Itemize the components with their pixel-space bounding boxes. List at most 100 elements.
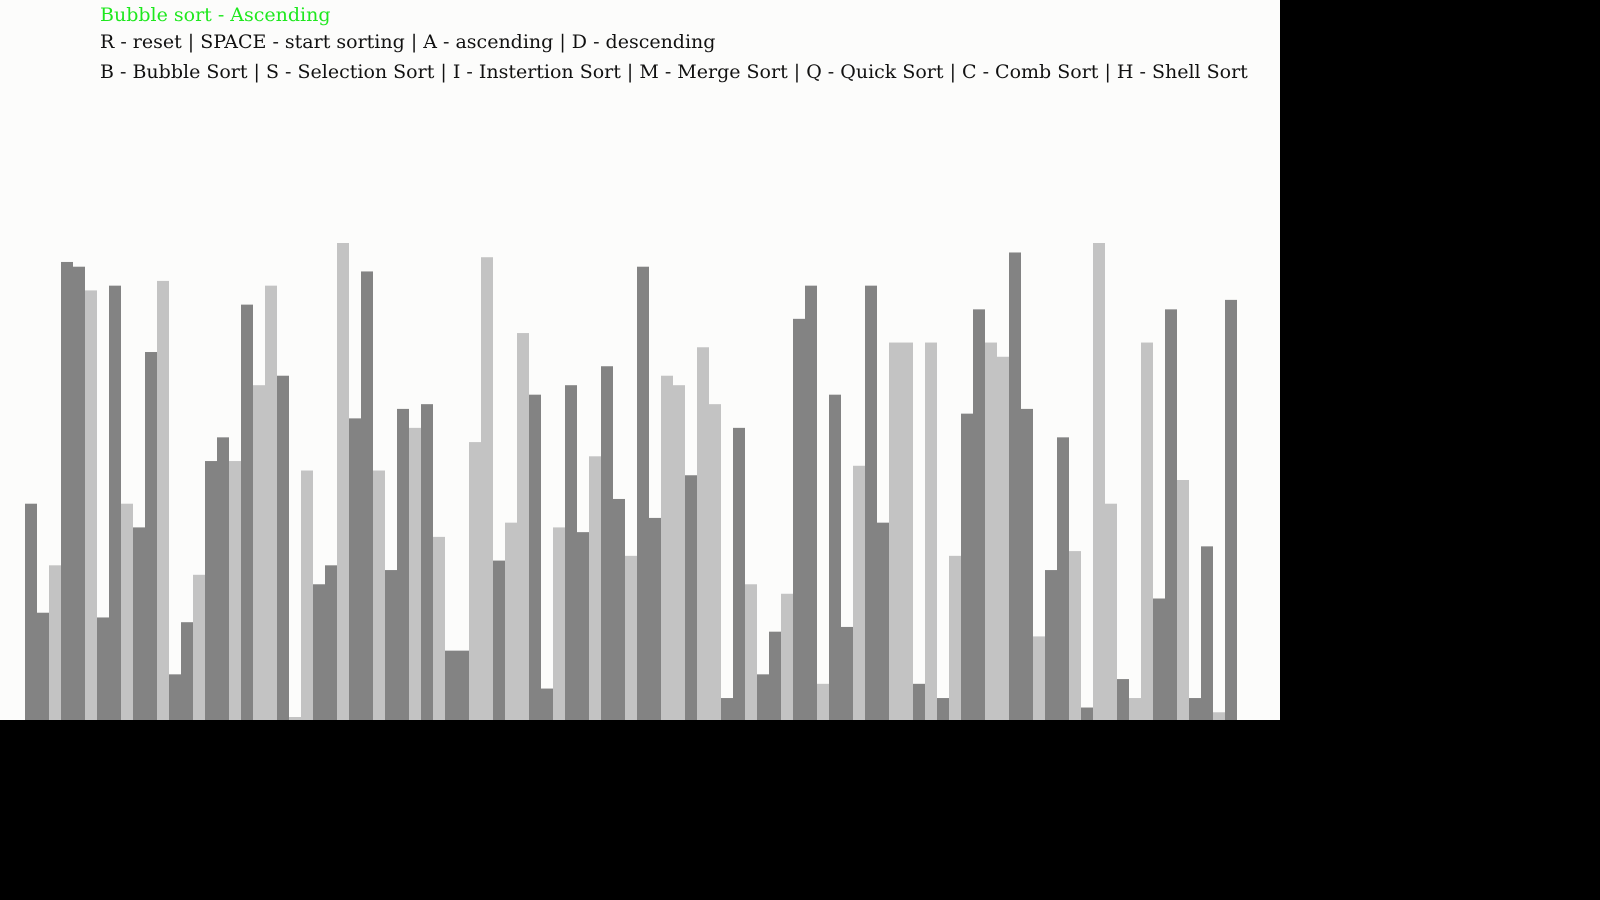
bar bbox=[745, 584, 757, 720]
algorithm-status-title: Bubble sort - Ascending bbox=[100, 4, 331, 26]
bar bbox=[721, 698, 733, 720]
bar bbox=[673, 385, 685, 720]
bar bbox=[1117, 679, 1129, 720]
bar bbox=[481, 257, 493, 720]
bar bbox=[49, 565, 61, 720]
bar bbox=[433, 536, 445, 720]
bar bbox=[757, 674, 769, 720]
sorting-canvas: Bubble sort - Ascending R - reset | SPAC… bbox=[0, 0, 1280, 720]
bar bbox=[1045, 570, 1057, 720]
bar bbox=[169, 674, 181, 720]
bar bbox=[73, 266, 85, 720]
bar bbox=[301, 470, 313, 720]
bar bbox=[1153, 598, 1165, 720]
controls-hint: R - reset | SPACE - start sorting | A - … bbox=[100, 31, 716, 53]
bar bbox=[157, 280, 169, 720]
bar bbox=[1009, 252, 1021, 720]
bar bbox=[1057, 437, 1069, 720]
bar bbox=[421, 404, 433, 720]
bar bbox=[1165, 309, 1177, 720]
bar bbox=[817, 683, 829, 720]
bar bbox=[241, 304, 253, 720]
bar bbox=[1201, 546, 1213, 720]
bar bbox=[565, 385, 577, 720]
bar bbox=[229, 461, 241, 720]
bar bbox=[541, 688, 553, 720]
bars-chart bbox=[25, 243, 1237, 720]
bar bbox=[25, 503, 37, 720]
bar bbox=[937, 698, 949, 720]
bar bbox=[577, 532, 589, 720]
bar bbox=[961, 413, 973, 720]
bar bbox=[841, 626, 853, 720]
bar bbox=[361, 271, 373, 720]
bar bbox=[829, 394, 841, 720]
bar bbox=[373, 470, 385, 720]
bar bbox=[1081, 707, 1093, 720]
bar bbox=[913, 683, 925, 720]
bar bbox=[997, 356, 1009, 720]
bar bbox=[805, 285, 817, 720]
bar bbox=[349, 418, 361, 720]
bar bbox=[1213, 712, 1225, 720]
bar bbox=[649, 517, 661, 720]
bar bbox=[397, 408, 409, 720]
bar bbox=[265, 285, 277, 720]
bar bbox=[97, 617, 109, 720]
bar bbox=[205, 461, 217, 720]
bar bbox=[949, 555, 961, 720]
bar bbox=[733, 427, 745, 720]
bar bbox=[457, 650, 469, 720]
bar bbox=[1189, 698, 1201, 720]
bar bbox=[109, 285, 121, 720]
bar bbox=[601, 366, 613, 720]
bar bbox=[217, 437, 229, 720]
bar bbox=[697, 347, 709, 720]
bar bbox=[781, 593, 793, 720]
bar bbox=[1033, 636, 1045, 720]
bar bbox=[181, 622, 193, 720]
bar bbox=[685, 475, 697, 720]
bar bbox=[277, 375, 289, 720]
bar bbox=[889, 342, 901, 720]
bar bbox=[637, 266, 649, 720]
bar bbox=[121, 503, 133, 720]
bar bbox=[145, 352, 157, 720]
bar bbox=[1069, 551, 1081, 720]
bar bbox=[325, 565, 337, 720]
bar bbox=[853, 465, 865, 720]
bar bbox=[61, 261, 73, 720]
bar bbox=[709, 404, 721, 720]
bar bbox=[37, 612, 49, 720]
bar bbox=[589, 456, 601, 720]
bar bbox=[865, 285, 877, 720]
bar bbox=[613, 498, 625, 720]
bar bbox=[973, 309, 985, 720]
bar bbox=[1021, 408, 1033, 720]
bar bbox=[133, 527, 145, 720]
bar bbox=[469, 442, 481, 720]
bar bbox=[409, 427, 421, 720]
bar bbox=[337, 243, 349, 720]
bar bbox=[925, 342, 937, 720]
bar bbox=[313, 584, 325, 720]
bar bbox=[1225, 299, 1237, 720]
bar bbox=[1093, 243, 1105, 720]
bar bbox=[985, 342, 997, 720]
bar bbox=[901, 342, 913, 720]
bar bbox=[877, 522, 889, 720]
bar bbox=[253, 385, 265, 720]
bar bbox=[85, 290, 97, 720]
bar bbox=[517, 333, 529, 720]
bar bbox=[661, 375, 673, 720]
bar bbox=[1105, 503, 1117, 720]
bar bbox=[529, 394, 541, 720]
bar bbox=[793, 318, 805, 720]
bar bbox=[193, 574, 205, 720]
bar bbox=[769, 631, 781, 720]
bar bbox=[505, 522, 517, 720]
bar bbox=[625, 555, 637, 720]
bar bbox=[553, 527, 565, 720]
bar bbox=[445, 650, 457, 720]
bar bbox=[1129, 698, 1141, 720]
